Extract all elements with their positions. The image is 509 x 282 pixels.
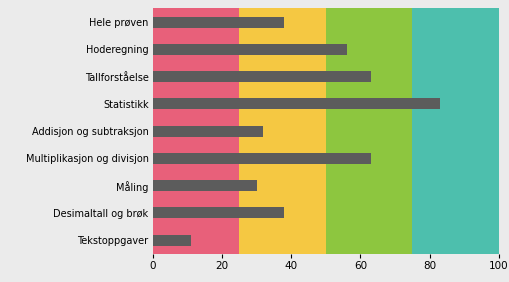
Bar: [239, 8, 326, 254]
Bar: [153, 153, 371, 164]
Bar: [326, 8, 412, 254]
Bar: [153, 126, 264, 136]
Bar: [153, 98, 440, 109]
Bar: [153, 235, 191, 246]
Bar: [153, 17, 284, 28]
Bar: [153, 180, 257, 191]
Bar: [153, 208, 284, 218]
Bar: [412, 8, 499, 254]
Bar: [153, 44, 347, 55]
Bar: [153, 71, 371, 82]
Bar: [153, 8, 239, 254]
